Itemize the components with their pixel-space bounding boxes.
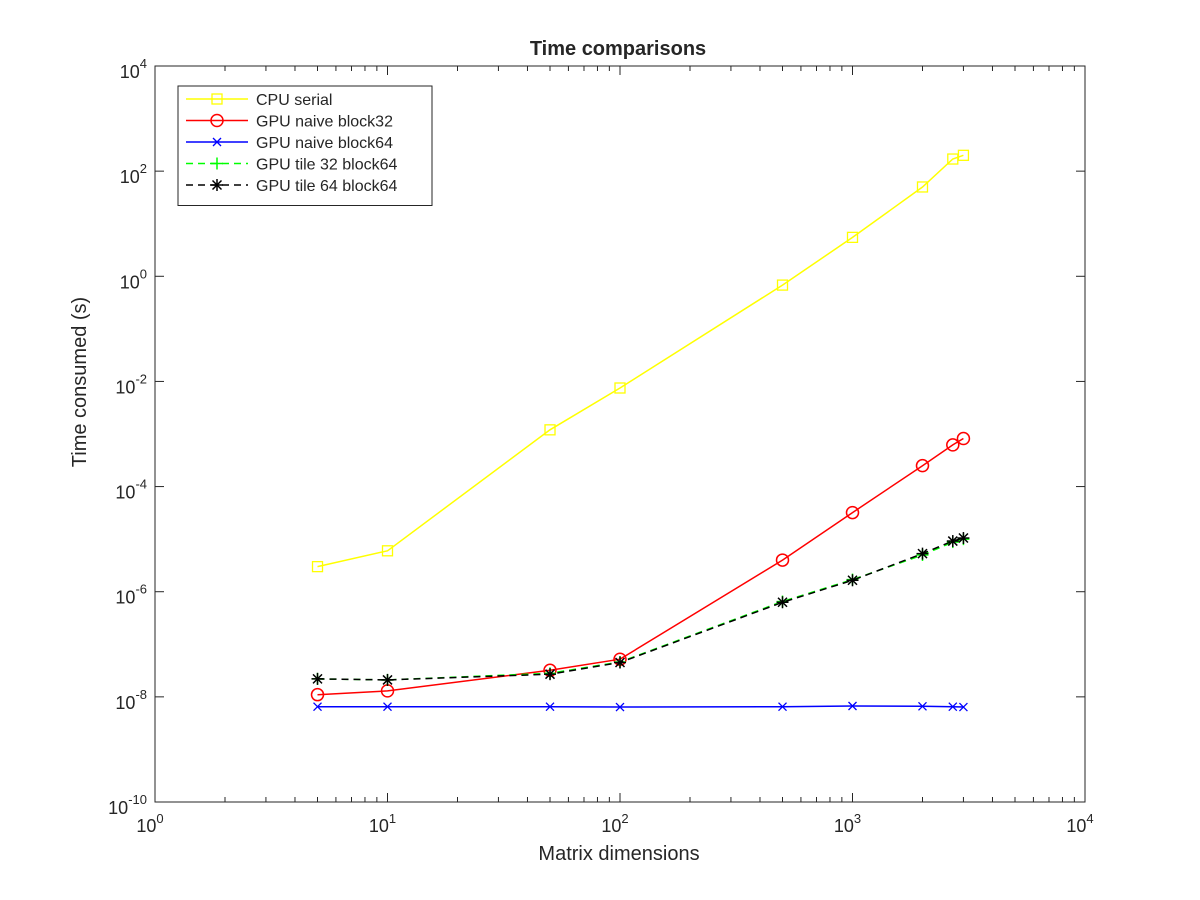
legend-entry: GPU naive block32 bbox=[186, 114, 393, 131]
legend-label: CPU serial bbox=[256, 92, 332, 109]
y-tick-base: 10 bbox=[120, 167, 140, 187]
legend-entry: GPU naive block64 bbox=[186, 135, 393, 152]
series-layer bbox=[310, 149, 971, 712]
data-point bbox=[311, 672, 324, 685]
series-line bbox=[317, 437, 964, 696]
x-tick-label: 101 bbox=[369, 811, 396, 836]
legend-entry: GPU tile 64 block64 bbox=[186, 178, 398, 195]
series-line bbox=[317, 154, 964, 568]
data-point bbox=[957, 532, 970, 545]
x-tick-base: 10 bbox=[834, 816, 854, 836]
x-tick-base: 10 bbox=[369, 816, 389, 836]
data-point bbox=[956, 431, 971, 446]
y-tick-exponent: -6 bbox=[135, 582, 147, 597]
data-point bbox=[381, 673, 394, 686]
series-3 bbox=[313, 701, 968, 712]
y-tick-exponent: -10 bbox=[128, 792, 147, 807]
legend-label: GPU naive block64 bbox=[256, 135, 393, 152]
data-point bbox=[848, 701, 857, 711]
y-tick-base: 10 bbox=[120, 272, 140, 292]
y-tick-base: 10 bbox=[120, 62, 140, 82]
legend-marker bbox=[211, 93, 223, 105]
data-point bbox=[916, 181, 929, 193]
data-point bbox=[957, 149, 970, 161]
data-point bbox=[775, 553, 790, 567]
legend-label: GPU tile 64 block64 bbox=[256, 178, 398, 195]
x-tick-label: 104 bbox=[1066, 811, 1093, 836]
data-point bbox=[311, 560, 324, 573]
legend-marker bbox=[210, 113, 224, 128]
data-point bbox=[846, 231, 859, 244]
x-tick-base: 10 bbox=[601, 816, 621, 836]
y-tick-base: 10 bbox=[108, 798, 128, 818]
x-tick-label: 100 bbox=[136, 811, 163, 836]
data-point bbox=[915, 458, 930, 473]
y-tick-exponent: 0 bbox=[140, 266, 147, 281]
data-point bbox=[776, 279, 789, 291]
x-tick-exponent: 3 bbox=[854, 811, 861, 826]
series-line bbox=[317, 537, 964, 681]
x-tick-label: 102 bbox=[601, 811, 628, 836]
y-tick-label: 10-4 bbox=[115, 477, 147, 503]
y-tick-exponent: 4 bbox=[140, 56, 147, 71]
data-point bbox=[544, 424, 556, 436]
legend-label: GPU tile 32 block64 bbox=[256, 157, 398, 174]
data-point bbox=[916, 547, 929, 560]
data-point bbox=[845, 505, 860, 520]
legend-label: GPU naive block32 bbox=[256, 114, 393, 131]
series-1 bbox=[311, 149, 970, 573]
y-tick-exponent: -4 bbox=[135, 477, 147, 492]
legend-marker bbox=[212, 137, 222, 147]
y-tick-label: 10-10 bbox=[108, 792, 147, 818]
data-point bbox=[310, 687, 325, 702]
series-5 bbox=[311, 532, 970, 686]
data-point bbox=[946, 535, 959, 548]
data-point bbox=[614, 656, 626, 669]
legend: CPU serial GPU naive block32 GPU naive blo… bbox=[177, 85, 433, 206]
y-tick-base: 10 bbox=[115, 377, 135, 397]
x-tick-exponent: 2 bbox=[621, 811, 628, 826]
data-point bbox=[946, 438, 960, 452]
y-tick-base: 10 bbox=[115, 693, 135, 713]
y-tick-base: 10 bbox=[115, 483, 135, 503]
y-tick-label: 10-2 bbox=[115, 371, 147, 397]
y-tick-label: 104 bbox=[120, 56, 147, 82]
y-tick-exponent: -2 bbox=[135, 371, 147, 386]
legend-entry: CPU serial bbox=[186, 92, 332, 109]
legend-marker bbox=[211, 179, 223, 191]
chart-title: Time comparisons bbox=[530, 38, 706, 60]
y-axis-label: Time consumed (s) bbox=[69, 297, 91, 467]
y-tick-exponent: 2 bbox=[140, 161, 147, 176]
x-tick-exponent: 4 bbox=[1086, 811, 1093, 826]
data-point bbox=[544, 668, 557, 681]
legend-marker bbox=[211, 157, 223, 170]
data-point bbox=[614, 382, 626, 394]
data-point bbox=[846, 574, 859, 587]
data-point bbox=[918, 701, 927, 711]
y-tick-label: 10-8 bbox=[115, 687, 147, 713]
y-tick-exponent: -8 bbox=[135, 687, 147, 702]
data-point bbox=[958, 702, 968, 712]
data-point bbox=[545, 702, 555, 712]
y-tick-label: 100 bbox=[120, 266, 147, 292]
y-tick-label: 102 bbox=[120, 161, 147, 187]
y-tick-base: 10 bbox=[115, 588, 135, 608]
x-tick-exponent: 0 bbox=[156, 811, 163, 826]
x-tick-exponent: 1 bbox=[389, 811, 396, 826]
data-point bbox=[776, 596, 789, 609]
data-point bbox=[615, 702, 625, 712]
data-point bbox=[381, 545, 394, 557]
x-axis-label: Matrix dimensions bbox=[538, 843, 699, 865]
x-tick-base: 10 bbox=[136, 816, 156, 836]
y-tick-label: 10-6 bbox=[115, 582, 147, 608]
x-tick-base: 10 bbox=[1066, 816, 1086, 836]
data-point bbox=[948, 702, 958, 712]
data-point bbox=[778, 702, 787, 712]
x-tick-label: 103 bbox=[834, 811, 861, 836]
data-point bbox=[383, 702, 392, 712]
data-point bbox=[313, 702, 322, 712]
legend-entry: GPU tile 32 block64 bbox=[186, 157, 398, 174]
